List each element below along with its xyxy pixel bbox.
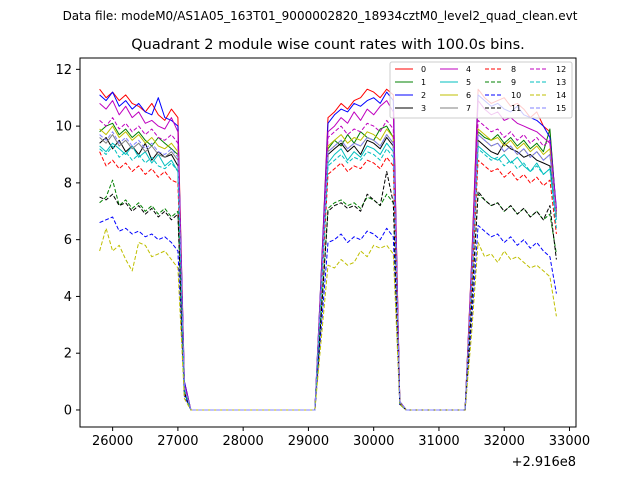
series-line-14 [99, 227, 557, 411]
series-line-4 [99, 100, 557, 411]
chart-suptitle: Data file: modeM0/AS1A05_163T01_90000028… [63, 9, 578, 23]
series-line-15 [99, 131, 557, 411]
y-tick-label: 6 [64, 233, 72, 248]
series-line-6 [99, 125, 557, 411]
series-line-11 [99, 171, 557, 411]
legend-label-10: 10 [511, 91, 521, 100]
legend-label-9: 9 [511, 78, 516, 87]
legend-box [389, 61, 573, 119]
series-line-7 [99, 134, 557, 411]
x-tick-label: 31000 [418, 434, 459, 449]
legend-label-7: 7 [466, 104, 471, 113]
y-tick-label: 8 [64, 176, 72, 191]
x-tick-label: 27000 [157, 434, 198, 449]
legend-label-12: 12 [556, 65, 566, 74]
series-line-8 [99, 151, 557, 411]
x-tick-label: 29000 [288, 434, 329, 449]
legend-label-13: 13 [556, 78, 566, 87]
x-tick-label: 33000 [549, 434, 590, 449]
legend-label-15: 15 [556, 104, 566, 113]
legend-label-11: 11 [511, 104, 521, 113]
legend-label-5: 5 [466, 78, 471, 87]
legend-label-14: 14 [556, 91, 566, 100]
series-line-13 [99, 145, 557, 411]
plot-frame [79, 57, 577, 428]
axes: 26000 27000 28000 29000 30000 31000 32000 33000… [55, 57, 590, 449]
legend-label-1: 1 [421, 78, 426, 87]
legend-label-6: 6 [466, 91, 471, 100]
series-line-3 [99, 137, 557, 411]
y-tick-label: 4 [64, 290, 72, 305]
series-line-12 [99, 117, 557, 411]
y-tick-label: 2 [64, 347, 72, 362]
legend-label-3: 3 [421, 104, 426, 113]
x-tick-label: 28000 [222, 434, 263, 449]
legend-label-4: 4 [466, 65, 471, 74]
x-offset-label: +2.916e8 [512, 455, 576, 470]
series-line-5 [99, 142, 557, 411]
x-tick-label: 32000 [484, 434, 525, 449]
y-tick-label: 10 [55, 120, 72, 135]
y-tick-label: 12 [55, 63, 72, 78]
plot-lines [99, 88, 557, 411]
legend-label-2: 2 [421, 91, 426, 100]
legend-label-8: 8 [511, 65, 516, 74]
x-tick-label: 30000 [353, 434, 394, 449]
x-tick-label: 26000 [92, 434, 133, 449]
series-line-1 [99, 122, 557, 411]
legend-label-0: 0 [421, 65, 426, 74]
chart-title: Quadrant 2 module wise count rates with … [131, 37, 525, 53]
series-line-10 [99, 216, 557, 411]
y-tick-label: 0 [64, 403, 72, 418]
